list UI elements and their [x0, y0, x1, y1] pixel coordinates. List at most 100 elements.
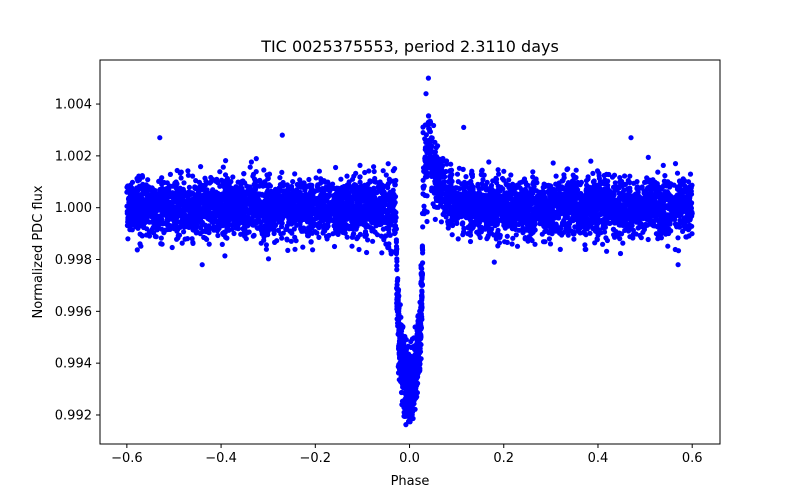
data-point	[588, 158, 594, 164]
data-point	[222, 172, 229, 178]
data-point	[392, 210, 398, 216]
data-point	[557, 246, 563, 252]
data-point	[530, 169, 536, 175]
data-point	[508, 213, 514, 219]
data-point	[460, 232, 466, 238]
data-point	[421, 183, 427, 189]
data-point	[182, 236, 188, 242]
data-point	[454, 171, 461, 177]
data-point	[622, 181, 629, 187]
data-point	[261, 167, 267, 173]
data-point	[124, 208, 130, 215]
data-point	[689, 223, 695, 229]
data-point	[392, 230, 398, 237]
data-point	[645, 154, 651, 160]
data-point	[226, 227, 232, 233]
data-point	[223, 234, 229, 240]
data-point	[344, 234, 350, 240]
data-point	[496, 186, 502, 192]
data-point	[325, 179, 331, 185]
data-point	[636, 185, 643, 191]
data-point	[310, 247, 316, 253]
data-point	[222, 253, 228, 259]
data-point	[357, 174, 363, 180]
data-point	[179, 240, 185, 246]
data-point	[495, 167, 501, 173]
data-point	[181, 229, 187, 235]
data-point	[386, 244, 392, 250]
data-point	[386, 176, 392, 182]
data-point	[271, 230, 277, 237]
data-point	[651, 218, 657, 224]
data-point	[463, 174, 469, 180]
data-point	[609, 174, 616, 180]
data-point	[288, 228, 294, 234]
data-point	[573, 167, 579, 173]
data-point	[509, 222, 515, 228]
data-point	[672, 161, 679, 167]
data-point	[546, 236, 553, 242]
data-point	[499, 175, 506, 182]
data-point	[392, 224, 398, 230]
data-point	[219, 241, 225, 247]
data-point	[627, 173, 633, 179]
data-point	[565, 232, 571, 238]
data-point	[217, 183, 223, 189]
data-point	[207, 180, 213, 186]
data-point	[297, 218, 304, 225]
data-point	[148, 229, 154, 235]
data-point	[198, 182, 205, 188]
data-point	[660, 162, 666, 168]
data-point	[246, 229, 252, 235]
data-point	[215, 232, 221, 239]
data-point	[362, 169, 368, 176]
data-point	[508, 172, 514, 178]
data-point	[604, 248, 610, 254]
data-point	[421, 203, 427, 209]
data-point	[420, 130, 426, 136]
data-point	[560, 177, 566, 184]
data-point	[385, 161, 391, 167]
data-point	[504, 223, 510, 229]
data-point	[427, 154, 433, 161]
data-point	[154, 227, 160, 233]
data-point	[495, 227, 501, 233]
data-point	[496, 171, 502, 177]
data-point	[279, 235, 285, 241]
data-point	[369, 228, 375, 234]
data-point	[660, 205, 666, 212]
data-point	[201, 228, 207, 234]
data-point	[357, 179, 363, 185]
data-point	[338, 176, 344, 182]
data-point	[553, 173, 559, 179]
data-point	[622, 173, 628, 179]
data-point	[144, 226, 150, 232]
data-point	[671, 182, 677, 188]
data-point	[429, 169, 435, 175]
data-point	[431, 122, 437, 129]
data-point	[426, 113, 432, 119]
data-point	[208, 174, 214, 181]
data-point	[202, 222, 208, 228]
data-point	[178, 175, 184, 181]
data-point	[512, 192, 518, 198]
data-point	[569, 178, 576, 184]
data-point	[617, 250, 624, 257]
data-point	[321, 225, 327, 231]
data-point	[393, 177, 399, 184]
data-point	[251, 232, 257, 238]
data-point	[284, 182, 290, 188]
data-point	[301, 201, 307, 207]
data-point	[204, 236, 210, 242]
data-point	[133, 220, 140, 226]
data-point	[371, 168, 377, 175]
data-point	[316, 168, 322, 174]
data-point	[540, 239, 547, 245]
data-point	[248, 159, 254, 165]
data-point	[129, 227, 135, 233]
data-point	[482, 226, 488, 232]
data-point	[438, 201, 444, 208]
data-point	[550, 160, 556, 166]
data-point	[383, 172, 389, 178]
data-point	[285, 247, 291, 253]
